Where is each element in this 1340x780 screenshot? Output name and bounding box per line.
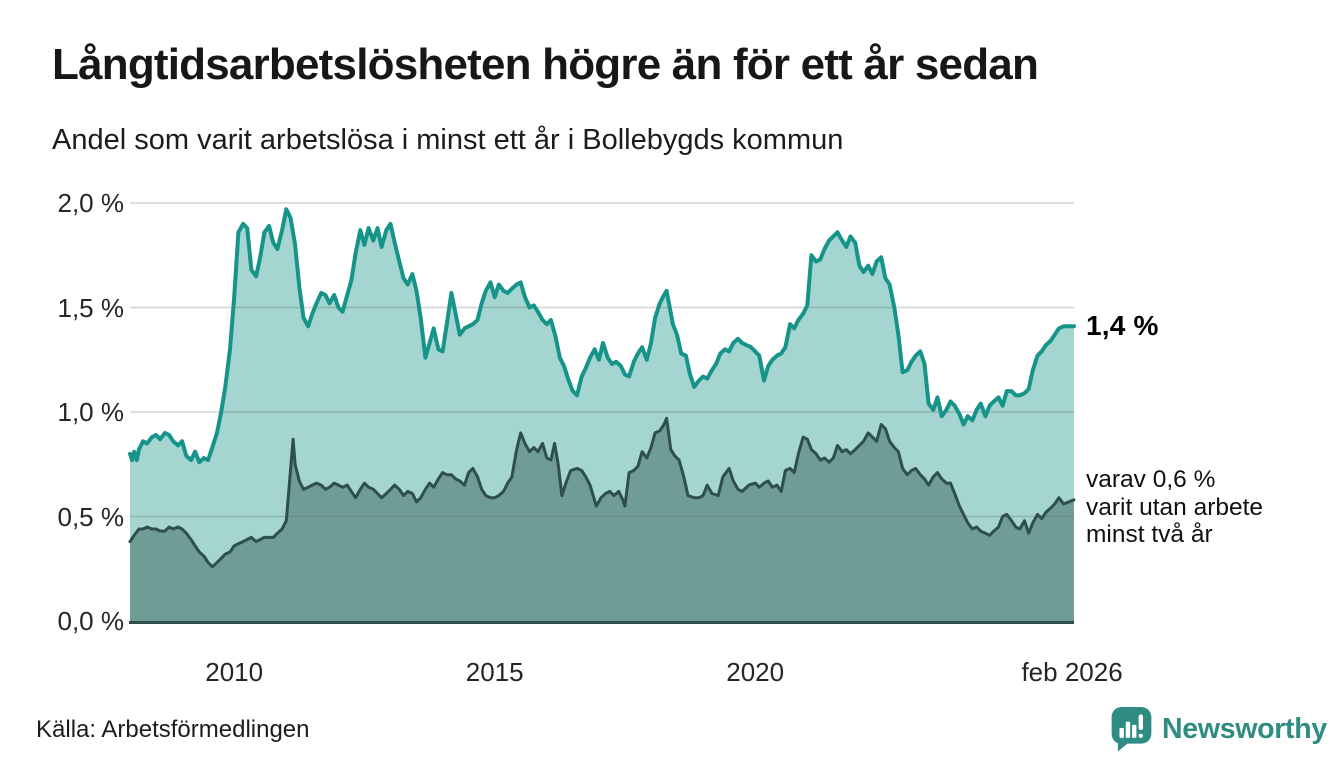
y-tick-label: 2,0 % <box>57 188 125 218</box>
series-area-minst-tva-ar <box>130 418 1074 621</box>
newsworthy-brand: Newsworthy <box>1110 706 1327 752</box>
brand-wordmark: Newsworthy <box>1162 712 1327 745</box>
two-year-share-line-1: varav 0,6 % <box>1086 466 1216 493</box>
x-tick-label: 2015 <box>465 657 524 687</box>
page-title: Långtidsarbetslösheten högre än för ett … <box>52 40 1039 89</box>
two-year-share-label: varav 0,6 % varit utan arbete minst två … <box>1086 466 1263 549</box>
page-subtitle: Andel som varit arbetslösa i minst ett å… <box>52 124 844 156</box>
x-tick-label: feb 2026 <box>1021 657 1123 687</box>
newsworthy-logo-icon <box>1111 707 1152 752</box>
x-tick-label: 2020 <box>726 657 785 687</box>
y-tick-label: 0,5 % <box>57 501 125 532</box>
source-note: Källa: Arbetsförmedlingen <box>36 716 310 743</box>
two-year-share-line-2: varit utan arbete <box>1086 493 1264 521</box>
latest-value-label: 1,4 % <box>1086 310 1159 341</box>
x-tick-label: 2010 <box>205 657 264 687</box>
y-tick-label: 1,0 % <box>57 397 125 427</box>
series-line-minst-tva-ar <box>128 416 1076 569</box>
y-tick-label: 1,5 % <box>57 292 125 323</box>
y-tick-label: 0,0 % <box>57 606 125 636</box>
series-line-minst-ett-ar <box>128 207 1076 465</box>
two-year-share-line-3: minst två år <box>1086 521 1213 548</box>
